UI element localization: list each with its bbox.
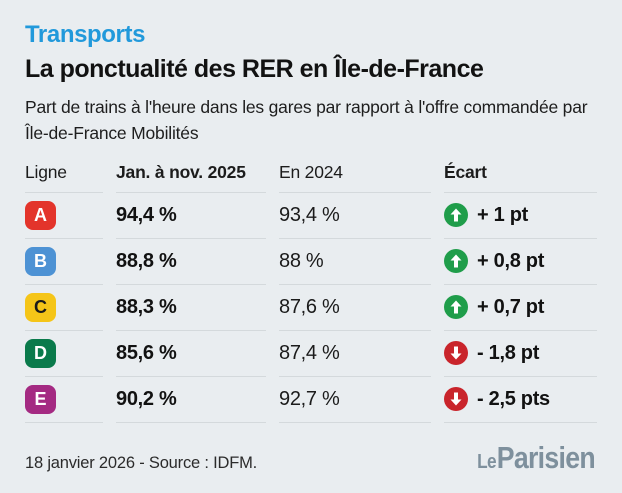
trend-arrow-icon	[444, 387, 468, 412]
trend-cell: + 0,7 pt	[444, 295, 545, 320]
trend-cell: + 0,8 pt	[444, 249, 545, 274]
table-row: C 88,3 % 87,6 % + 0,7 pt	[25, 285, 597, 331]
column-header-2025: Jan. à nov. 2025	[116, 161, 246, 182]
value-2025: 94,4 %	[116, 203, 177, 226]
logo-le: Le	[477, 450, 496, 473]
ecart-value: - 2,5 pts	[477, 387, 550, 410]
column-header-2024: En 2024	[279, 161, 343, 182]
table-row: E 90,2 % 92,7 % - 2,5 pts	[25, 377, 597, 423]
value-2024: 87,4 %	[279, 341, 340, 364]
value-2025: 88,3 %	[116, 295, 177, 318]
line-badge-c: C	[25, 292, 56, 322]
footer: 18 janvier 2026 - Source : IDFM. Le Pari…	[25, 442, 596, 473]
column-header-ecart: Écart	[444, 161, 487, 182]
trend-cell: + 1 pt	[444, 203, 528, 228]
page-title: La ponctualité des RER en Île-de-France	[25, 55, 484, 84]
punctuality-table: Ligne Jan. à nov. 2025 En 2024 Écart A 9…	[25, 159, 597, 423]
ecart-value: + 0,8 pt	[477, 249, 545, 272]
logo-parisien: Parisien	[496, 439, 596, 475]
value-2025: 88,8 %	[116, 249, 177, 272]
table-row: A 94,4 % 93,4 % + 1 pt	[25, 193, 597, 239]
category-kicker: Transports	[25, 21, 146, 48]
table-header-row: Ligne Jan. à nov. 2025 En 2024 Écart	[25, 159, 597, 193]
date-source-text: 18 janvier 2026 - Source : IDFM.	[25, 453, 258, 472]
trend-arrow-icon	[444, 249, 468, 274]
ecart-value: + 1 pt	[477, 203, 528, 226]
trend-cell: - 2,5 pts	[444, 387, 550, 412]
value-2025: 90,2 %	[116, 387, 177, 410]
trend-arrow-icon	[444, 341, 468, 366]
le-parisien-logo: Le Parisien	[477, 442, 595, 473]
value-2025: 85,6 %	[116, 341, 177, 364]
line-badge-e: E	[25, 384, 56, 414]
line-badge-b: B	[25, 246, 56, 276]
value-2024: 92,7 %	[279, 387, 340, 410]
value-2024: 93,4 %	[279, 203, 340, 226]
subtitle: Part de trains à l'heure dans les gares …	[25, 97, 588, 143]
ecart-value: - 1,8 pt	[477, 341, 540, 364]
table-row: D 85,6 % 87,4 % - 1,8 pt	[25, 331, 597, 377]
table-row: B 88,8 % 88 % + 0,8 pt	[25, 239, 597, 285]
ecart-value: + 0,7 pt	[477, 295, 545, 318]
trend-arrow-icon	[444, 295, 468, 320]
line-badge-d: D	[25, 338, 56, 368]
column-header-ligne: Ligne	[25, 161, 67, 182]
trend-cell: - 1,8 pt	[444, 341, 540, 366]
trend-arrow-icon	[444, 203, 468, 228]
line-badge-a: A	[25, 200, 56, 230]
value-2024: 88 %	[279, 249, 324, 272]
value-2024: 87,6 %	[279, 295, 340, 318]
